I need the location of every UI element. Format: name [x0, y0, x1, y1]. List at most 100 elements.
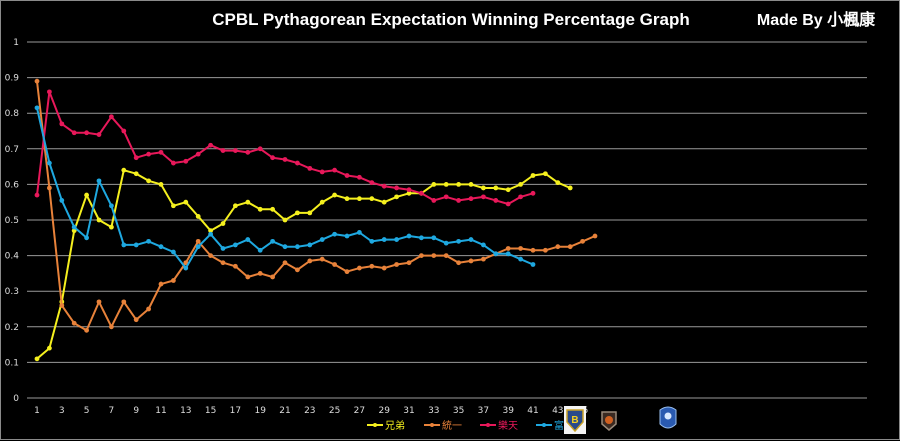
data-point — [295, 160, 300, 166]
data-point — [109, 224, 114, 230]
data-point — [468, 258, 474, 264]
team-logo-brothers: B — [564, 406, 586, 434]
data-point — [270, 155, 275, 161]
data-point — [71, 224, 77, 230]
x-tick-label: 25 — [329, 406, 340, 416]
data-point — [381, 265, 387, 271]
data-point — [307, 242, 313, 248]
data-point — [257, 206, 263, 212]
data-point — [332, 167, 337, 173]
data-point — [381, 199, 387, 205]
data-point — [369, 238, 375, 244]
team-logos: B — [564, 406, 677, 434]
data-point — [344, 196, 350, 202]
data-point — [530, 247, 536, 253]
x-tick-label: 23 — [304, 406, 315, 416]
y-tick-label: 0 — [13, 394, 19, 404]
data-point — [456, 198, 461, 203]
data-point — [109, 114, 114, 120]
data-point — [146, 238, 152, 244]
data-point — [381, 237, 387, 242]
data-point — [270, 238, 275, 244]
data-point — [71, 320, 77, 326]
x-tick-label: 9 — [133, 406, 139, 416]
data-point — [357, 230, 362, 235]
data-point — [233, 148, 238, 153]
data-point — [592, 233, 598, 239]
data-point — [443, 240, 449, 246]
data-point — [208, 142, 214, 148]
x-tick-label: 27 — [354, 406, 365, 416]
data-point — [282, 157, 288, 162]
data-point — [121, 167, 127, 173]
x-tick-label: 39 — [502, 406, 514, 416]
x-tick-label: 11 — [155, 406, 166, 416]
data-point — [47, 89, 52, 95]
data-point — [34, 356, 40, 362]
data-point — [332, 262, 337, 267]
data-point — [307, 210, 313, 216]
data-point — [518, 194, 523, 200]
svg-text:B: B — [571, 415, 578, 426]
y-tick-label: 0.9 — [5, 74, 20, 84]
team-logo-fubon — [659, 406, 677, 429]
data-point — [34, 78, 40, 84]
x-tick-label: 7 — [109, 406, 115, 416]
data-point — [555, 180, 561, 186]
chart-title: CPBL Pythagorean Expectation Winning Per… — [212, 10, 690, 29]
data-point — [456, 260, 461, 266]
y-tick-label: 1 — [13, 38, 19, 48]
data-point — [406, 187, 412, 193]
x-tick-label: 29 — [378, 406, 390, 416]
data-point — [369, 180, 375, 186]
x-tick-label: 43 — [552, 406, 563, 416]
x-tick-label: 37 — [478, 406, 489, 416]
data-point — [183, 199, 189, 205]
data-point — [369, 196, 375, 202]
data-point — [71, 228, 77, 234]
data-point — [146, 151, 152, 157]
data-point — [121, 242, 127, 248]
data-point — [518, 182, 523, 187]
data-point — [530, 262, 536, 267]
series-group — [34, 78, 598, 362]
y-tick-label: 0.3 — [5, 287, 19, 297]
data-point — [567, 244, 573, 250]
data-point — [295, 210, 300, 216]
data-point — [220, 221, 226, 226]
series-line — [36, 81, 596, 332]
data-point — [394, 262, 399, 267]
x-tick-label: 15 — [205, 406, 216, 416]
x-axis: 1357911131517192123252729313335373941434… — [34, 406, 588, 416]
data-point — [195, 151, 201, 157]
data-point — [295, 244, 300, 250]
legend: 兄弟統一樂天富邦 — [367, 419, 574, 432]
data-point — [59, 121, 65, 127]
legend-label: 樂天 — [498, 419, 518, 432]
x-tick-label: 3 — [59, 406, 65, 416]
data-point — [133, 317, 139, 323]
data-point — [419, 235, 424, 241]
data-point — [555, 244, 561, 250]
data-point — [84, 327, 89, 333]
data-point — [493, 251, 499, 257]
data-point — [47, 160, 52, 166]
x-tick-label: 35 — [453, 406, 464, 416]
data-point — [158, 182, 164, 187]
series-line — [36, 107, 534, 270]
data-point — [369, 263, 375, 269]
data-point — [220, 246, 226, 251]
data-point — [567, 185, 573, 191]
data-point — [220, 148, 226, 153]
team-logo-uni-lions — [601, 411, 617, 431]
data-point — [171, 160, 176, 166]
data-point — [468, 237, 474, 242]
data-point — [233, 263, 238, 269]
data-point — [319, 237, 325, 242]
series-2 — [34, 78, 598, 333]
x-tick-label: 21 — [279, 406, 290, 416]
data-point — [257, 271, 263, 276]
data-point — [505, 187, 511, 193]
data-point — [96, 217, 102, 223]
